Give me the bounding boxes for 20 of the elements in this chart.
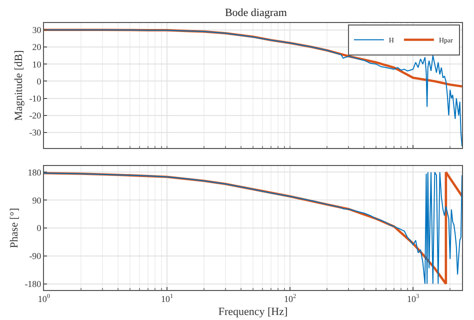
y-tick-label: -30 <box>29 128 42 138</box>
x-tick-label: 10$^{3}$ <box>406 293 420 304</box>
y-axis-title: Magnitude [dB] <box>12 50 25 121</box>
y-tick-label: 180 <box>28 167 42 178</box>
x-tick-label: 10$^{0}$ <box>38 293 50 304</box>
y-tick-label: 0 <box>36 76 42 86</box>
y-tick-label: -90 <box>29 251 42 262</box>
x-axis-title: Frequency [Hz] <box>218 306 288 318</box>
y-tick-label: 0 <box>36 223 42 234</box>
y-axis-title: Phase [°] <box>8 208 20 248</box>
y-tick-label: 30 <box>32 25 42 35</box>
y-tick-label: -10 <box>29 93 42 104</box>
x-tick-label: 10$^{2}$ <box>284 293 296 304</box>
y-tick-label: -20 <box>29 110 42 121</box>
y-tick-label: 20 <box>32 42 42 52</box>
chart-title: Bode diagram <box>224 6 288 19</box>
y-tick-label: 10 <box>32 59 42 70</box>
x-tick-label: 10$^{1}$ <box>160 293 174 304</box>
y-tick-label: -180 <box>24 278 42 289</box>
y-tick-label: 90 <box>32 195 42 206</box>
